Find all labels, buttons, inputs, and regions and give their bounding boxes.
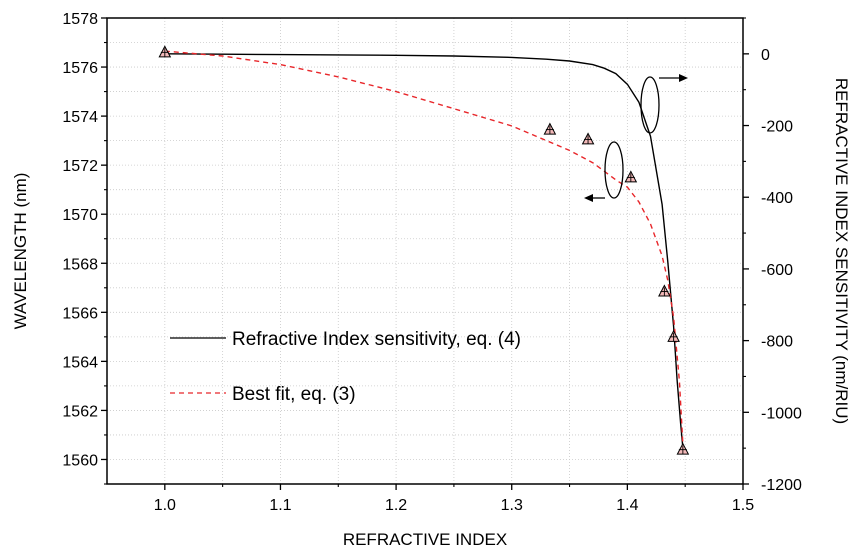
data-point-marker [158, 45, 172, 58]
legend-label-sensitivity: Refractive Index sensitivity, eq. (4) [232, 329, 521, 350]
x-tick-label: 1.4 [616, 497, 638, 514]
y-tick-label: 1576 [62, 60, 98, 77]
y-tick-label: 1564 [62, 354, 98, 371]
y-tick-label: 1562 [62, 403, 98, 420]
data-point-marker [658, 284, 671, 297]
data-point-marker [667, 329, 680, 342]
x-tick-label: 1.2 [385, 497, 407, 514]
legend-label-best-fit: Best fit, eq. (3) [232, 384, 356, 405]
series-line-1 [164, 50, 684, 445]
y2-tick-label: -200 [761, 119, 793, 136]
series-layer [164, 50, 684, 449]
data-point-marker [543, 122, 557, 135]
legend: Refractive Index sensitivity, eq. (4) Be… [170, 329, 521, 405]
data-point-marker [624, 170, 638, 183]
y2-axis-title: REFRACTIVE INDEX SENSITIVITY (nm/RIU) [832, 78, 851, 424]
y-axis-title: WAVELENGTH (nm) [11, 173, 30, 330]
grid [107, 17, 744, 485]
y2-tick-label: -400 [761, 190, 793, 207]
y-tick-label: 1568 [62, 256, 98, 273]
data-point-marker [676, 442, 690, 455]
y2-tick-label: 0 [761, 47, 770, 64]
marker-layer [158, 45, 690, 455]
y-tick-label: 1574 [62, 109, 98, 126]
y2-tick-label: -1000 [761, 405, 802, 422]
right-axis-indicator [640, 74, 688, 134]
y2-tick-label: -1200 [761, 477, 802, 494]
plot-frame [106, 17, 744, 485]
left-axis-indicator [584, 141, 624, 202]
y2-tick-label: -800 [761, 334, 793, 351]
y2-tick-label: -600 [761, 262, 793, 279]
axis-ticks: 1.0 1.1 1.2 1.3 1.4 1.5 1560 1562 1564 1566 1568 15… [62, 11, 802, 514]
y-tick-label: 1578 [62, 11, 98, 28]
x-tick-label: 1.3 [501, 497, 523, 514]
x-tick-label: 1.5 [732, 497, 754, 514]
x-tick-label: 1.1 [269, 497, 291, 514]
y-tick-label: 1566 [62, 305, 98, 322]
x-tick-label: 1.0 [154, 497, 176, 514]
y-tick-label: 1572 [62, 158, 98, 175]
data-point-marker [581, 132, 595, 145]
y-tick-label: 1570 [62, 207, 98, 224]
x-axis-title: REFRACTIVE INDEX [343, 530, 507, 549]
y-tick-label: 1560 [62, 452, 98, 469]
